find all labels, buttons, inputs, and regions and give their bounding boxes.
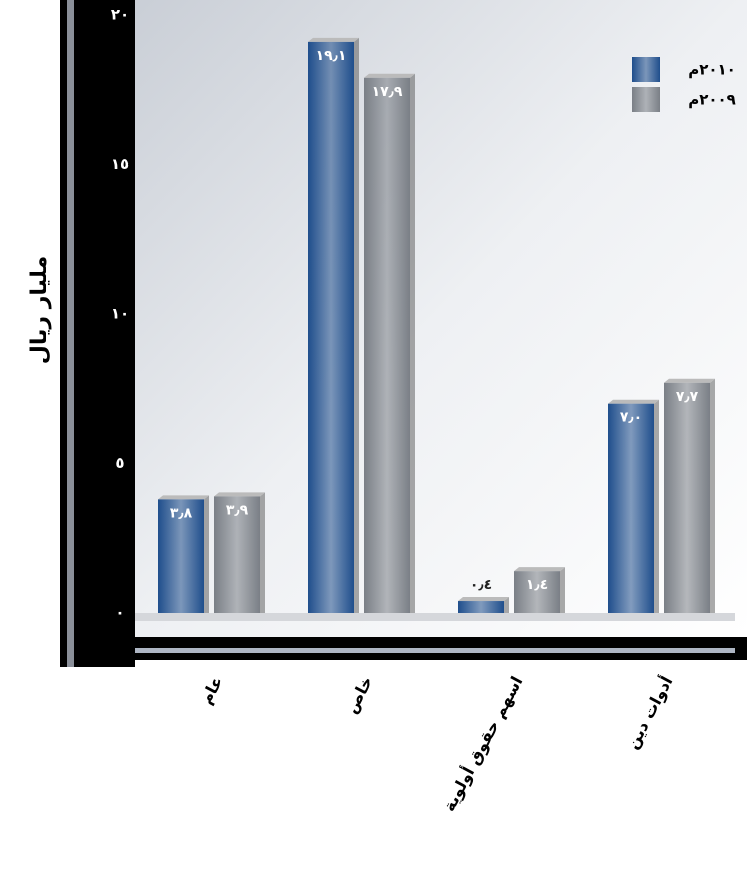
bar-top bbox=[458, 597, 509, 602]
value-label: ١٧٫٩ bbox=[372, 84, 403, 100]
x-tick-label: عام bbox=[196, 673, 226, 707]
bar bbox=[308, 41, 354, 614]
bar bbox=[514, 571, 560, 613]
bar-side bbox=[504, 597, 509, 613]
bar bbox=[214, 496, 260, 613]
bar bbox=[158, 499, 204, 613]
bottom-stripe bbox=[135, 648, 735, 653]
x-tick-label: خاص bbox=[341, 673, 376, 716]
x-tick-label: اسهم حقوق أولوية bbox=[438, 673, 526, 815]
left-stripe bbox=[67, 0, 74, 667]
y-tick-label: ٢٠ bbox=[111, 6, 129, 24]
bar bbox=[458, 601, 504, 613]
x-tick-label: أدوات دين bbox=[622, 673, 677, 752]
bar bbox=[608, 403, 654, 613]
value-label: ٧٫٠ bbox=[620, 410, 642, 426]
legend-label: ٢٠١٠م bbox=[688, 61, 736, 79]
bar-side bbox=[710, 378, 715, 613]
bar-top bbox=[514, 567, 565, 572]
value-label: ١٫٤ bbox=[526, 577, 548, 593]
bar-top bbox=[364, 73, 415, 78]
y-tick-label: ٥ bbox=[115, 454, 124, 472]
bar-side bbox=[204, 495, 209, 613]
bar-top bbox=[158, 495, 209, 500]
bar-side bbox=[354, 37, 359, 614]
bar-side bbox=[654, 399, 659, 613]
value-label: ٠٫٤ bbox=[470, 577, 492, 593]
y-tick-label: ١٠ bbox=[111, 305, 129, 323]
bar-top bbox=[664, 378, 715, 383]
bar bbox=[664, 382, 710, 613]
legend-swatch bbox=[632, 57, 660, 82]
y-tick-label: ٠ bbox=[115, 604, 124, 622]
value-label: ١٩٫١ bbox=[316, 48, 347, 64]
y-tick-label: ١٥ bbox=[111, 155, 129, 173]
bar-top bbox=[308, 37, 359, 42]
bar-side bbox=[260, 492, 265, 613]
value-label: ٧٫٧ bbox=[676, 389, 699, 405]
bar-side bbox=[410, 73, 415, 614]
value-label: ٣٫٩ bbox=[226, 502, 249, 518]
floor bbox=[135, 613, 735, 621]
legend-label: ٢٠٠٩م bbox=[688, 91, 736, 109]
bar bbox=[364, 77, 410, 614]
bar-side bbox=[560, 567, 565, 613]
y-axis-label: مليار ريال bbox=[27, 256, 52, 364]
bar-top bbox=[214, 492, 265, 497]
value-label: ٣٫٨ bbox=[170, 505, 193, 521]
legend-swatch bbox=[632, 87, 660, 112]
bar-top bbox=[608, 399, 659, 404]
